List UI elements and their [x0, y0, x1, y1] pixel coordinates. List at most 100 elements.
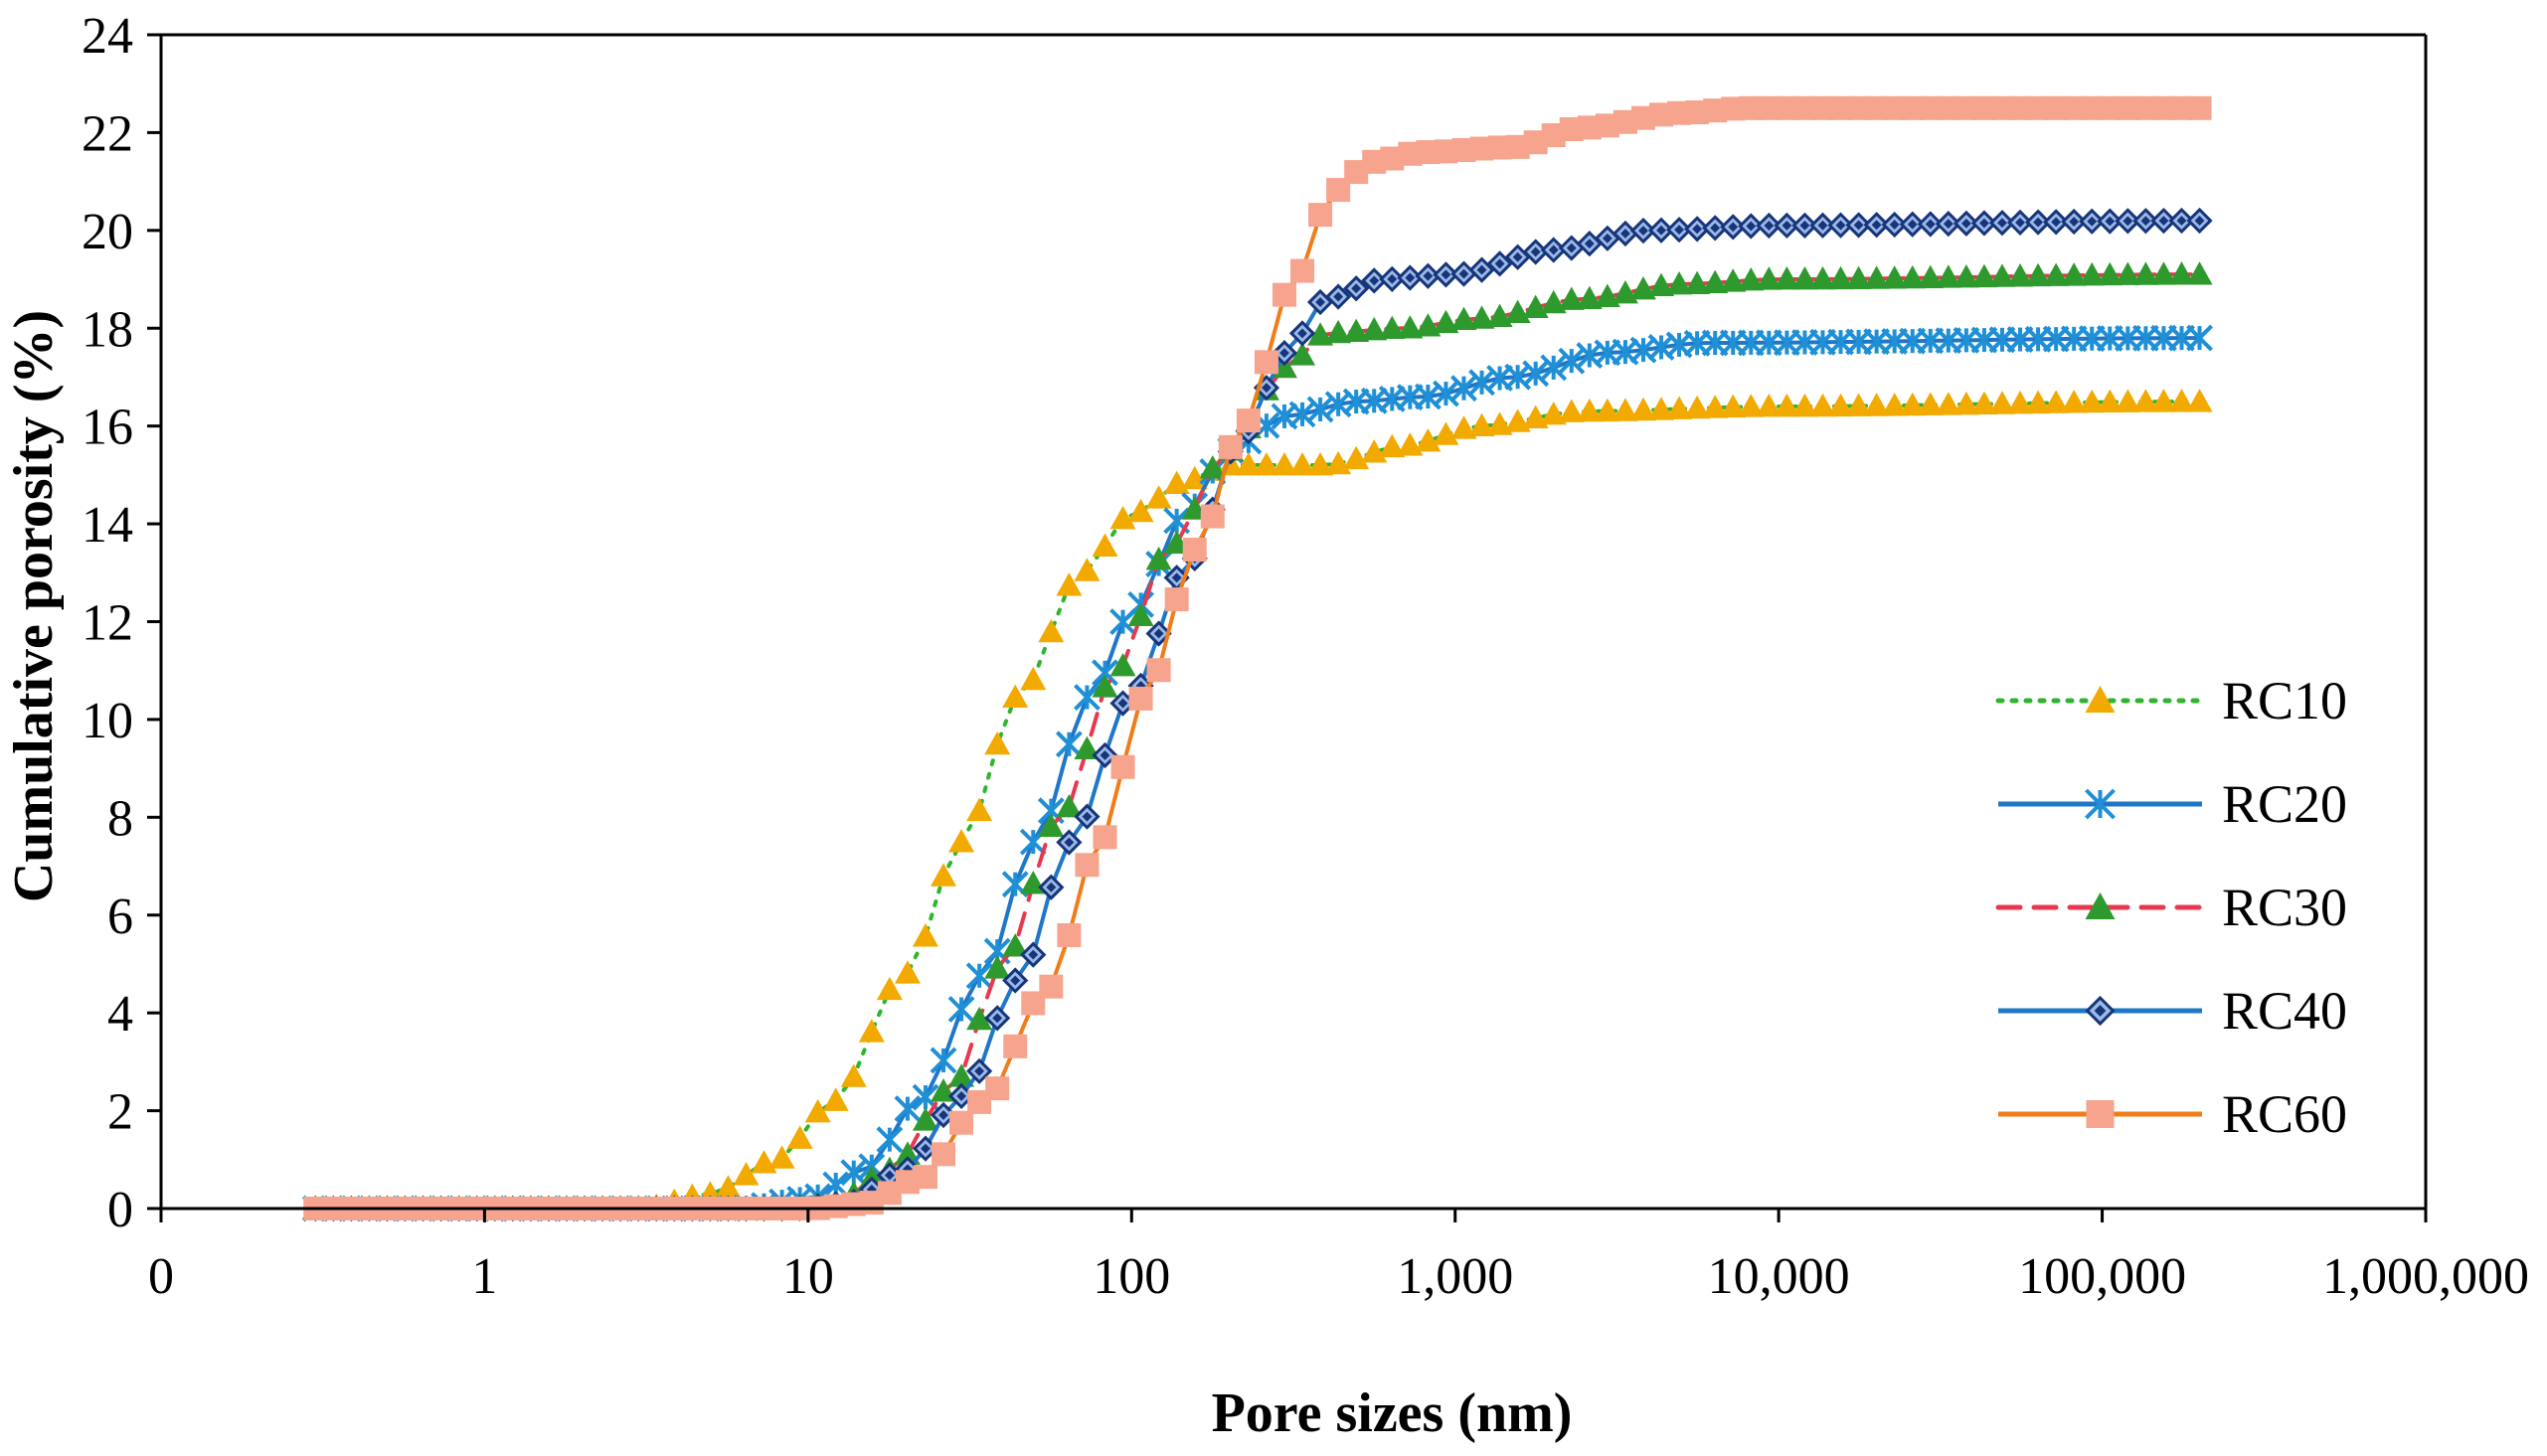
data-point	[1738, 267, 1765, 291]
data-point-core	[1746, 221, 1757, 232]
data-point	[1343, 318, 1370, 342]
data-point-core	[1028, 949, 1039, 960]
y-tick-label: 0	[107, 1182, 133, 1238]
data-point	[876, 1126, 904, 1154]
data-point	[1003, 1034, 1028, 1058]
data-point	[2150, 261, 2177, 285]
data-point-core	[1010, 975, 1021, 986]
y-tick-label: 20	[82, 204, 133, 260]
data-point	[1056, 793, 1083, 818]
data-point	[1236, 408, 1261, 433]
data-point	[985, 1076, 1010, 1101]
data-point	[1809, 393, 1836, 417]
data-point	[1415, 428, 1442, 452]
legend-marker-core	[2094, 1005, 2107, 1017]
data-point	[2097, 389, 2123, 413]
legend-label: RC40	[2222, 981, 2347, 1041]
data-point-core	[1530, 246, 1541, 257]
data-point-core	[884, 1170, 895, 1181]
data-point	[1272, 282, 1296, 307]
data-point	[1576, 398, 1603, 422]
data-point	[1379, 315, 1406, 340]
data-point	[1128, 686, 1153, 711]
data-point	[984, 955, 1011, 979]
y-tick-label: 16	[82, 400, 133, 456]
series-rc60	[303, 95, 2212, 1220]
data-point	[2132, 261, 2159, 285]
data-point	[1127, 498, 1154, 523]
data-point	[858, 1019, 885, 1043]
data-point	[894, 960, 921, 984]
data-point	[1271, 452, 1297, 476]
data-point	[1594, 398, 1620, 422]
data-point	[947, 996, 975, 1023]
data-point	[2007, 390, 2034, 414]
data-point-core	[1835, 220, 1846, 231]
data-point	[715, 1175, 742, 1199]
legend-label: RC60	[2222, 1084, 2347, 1144]
data-point	[1899, 392, 1926, 416]
data-point	[1093, 825, 1117, 850]
data-point	[966, 797, 993, 822]
data-point	[1558, 347, 1586, 375]
data-point	[1629, 397, 1656, 421]
data-point	[2061, 390, 2088, 413]
data-point-core	[2194, 216, 2205, 226]
data-point	[1092, 533, 1118, 557]
data-point	[1953, 263, 1979, 288]
data-point	[2079, 389, 2106, 413]
data-point-core	[2158, 216, 2169, 227]
data-point	[1612, 398, 1638, 421]
data-point	[1970, 263, 1997, 288]
data-point-core	[2033, 217, 2044, 228]
data-point-core	[921, 1143, 931, 1154]
legend-marker	[2086, 1100, 2115, 1128]
data-point	[786, 1125, 813, 1149]
data-point-core	[1997, 218, 2007, 229]
data-point	[1558, 286, 1585, 310]
data-point	[1145, 547, 1172, 570]
data-point	[1720, 268, 1747, 292]
data-point-core	[1817, 220, 1828, 231]
data-point	[1057, 922, 1082, 947]
data-point-core	[1566, 243, 1577, 253]
data-point	[948, 1063, 975, 1087]
data-point	[1325, 319, 1352, 344]
data-point	[1254, 350, 1278, 375]
legend-item-rc40: RC40	[1998, 981, 2347, 1041]
data-point	[1845, 265, 1872, 289]
data-point	[1379, 433, 1406, 458]
y-tick-label: 14	[82, 497, 133, 554]
legend-marker	[2085, 686, 2116, 713]
data-point	[930, 1047, 957, 1074]
data-point	[1038, 813, 1065, 838]
data-point	[1056, 572, 1083, 596]
x-axis-title: Pore sizes (nm)	[1212, 1382, 1573, 1444]
data-point-core	[956, 1090, 967, 1101]
legend-label: RC20	[2222, 774, 2347, 834]
data-point	[1540, 401, 1567, 425]
y-tick-label: 22	[82, 105, 133, 162]
data-point-core	[1153, 628, 1164, 639]
data-point-core	[1315, 297, 1326, 308]
data-point	[2007, 263, 2034, 287]
data-point	[1935, 392, 1961, 415]
data-point	[1756, 266, 1783, 290]
data-point-core	[1441, 269, 1451, 280]
y-axis-title: Cumulative porosity (%)	[3, 310, 65, 902]
data-point	[1200, 504, 1225, 529]
data-point	[912, 1107, 938, 1131]
data-point	[965, 962, 993, 990]
data-point-core	[1423, 270, 1434, 281]
data-point-core	[1046, 882, 1057, 892]
data-point	[1576, 285, 1603, 309]
data-point	[1146, 658, 1171, 683]
data-point	[2187, 95, 2212, 120]
data-point	[1684, 270, 1711, 295]
data-point	[1953, 391, 1979, 415]
data-point-core	[1082, 811, 1093, 822]
data-point	[948, 829, 975, 853]
data-point-core	[902, 1164, 913, 1175]
x-tick-label: 100	[1093, 1248, 1170, 1305]
data-point	[1648, 272, 1675, 296]
